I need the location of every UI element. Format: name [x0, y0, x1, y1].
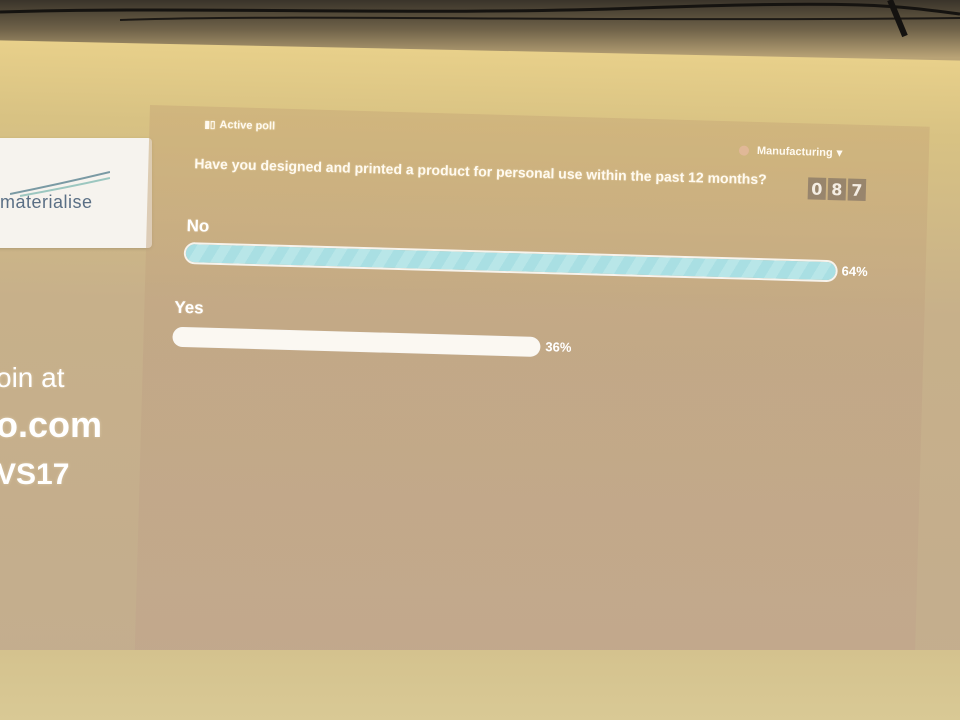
active-poll-label: Active poll [219, 118, 276, 133]
option-bar-fill-no [185, 244, 836, 281]
option-bar-fill-yes [173, 327, 540, 356]
option-label-yes: Yes [174, 297, 204, 318]
poll-question: Have you designed and printed a product … [194, 155, 767, 188]
join-line-1: oin at [0, 362, 65, 393]
option-percent-no: 64% [841, 263, 868, 280]
counter-digit: 7 [847, 178, 867, 202]
poll-icon: ▮▯ [204, 119, 216, 131]
category-dot-icon [738, 144, 750, 156]
option-bar-yes [173, 327, 823, 364]
option-bar-no [185, 244, 836, 281]
join-line-2: o.com [0, 404, 103, 445]
active-poll-indicator: ▮▯ Active poll [204, 119, 275, 133]
screen-bottom-edge [0, 650, 960, 720]
join-line-3: VS17 [0, 458, 70, 491]
logo-swoosh-icon [10, 171, 110, 197]
sponsor-logo-card: materialise [0, 138, 152, 248]
counter-digit: 0 [807, 177, 827, 200]
response-counter: 0 8 7 [807, 177, 867, 202]
category-dropdown[interactable]: Manufacturing ▾ [738, 143, 843, 160]
option-label-no: No [186, 216, 210, 236]
option-percent-yes: 36% [545, 339, 572, 355]
ceiling-cables [0, 0, 960, 38]
counter-digit: 8 [827, 177, 847, 201]
poll-panel: ▮▯ Active poll Manufacturing ▾ Have you … [134, 105, 930, 687]
category-label: Manufacturing [756, 144, 833, 159]
chevron-down-icon: ▾ [836, 147, 843, 160]
logo-text: materialise [0, 192, 93, 212]
